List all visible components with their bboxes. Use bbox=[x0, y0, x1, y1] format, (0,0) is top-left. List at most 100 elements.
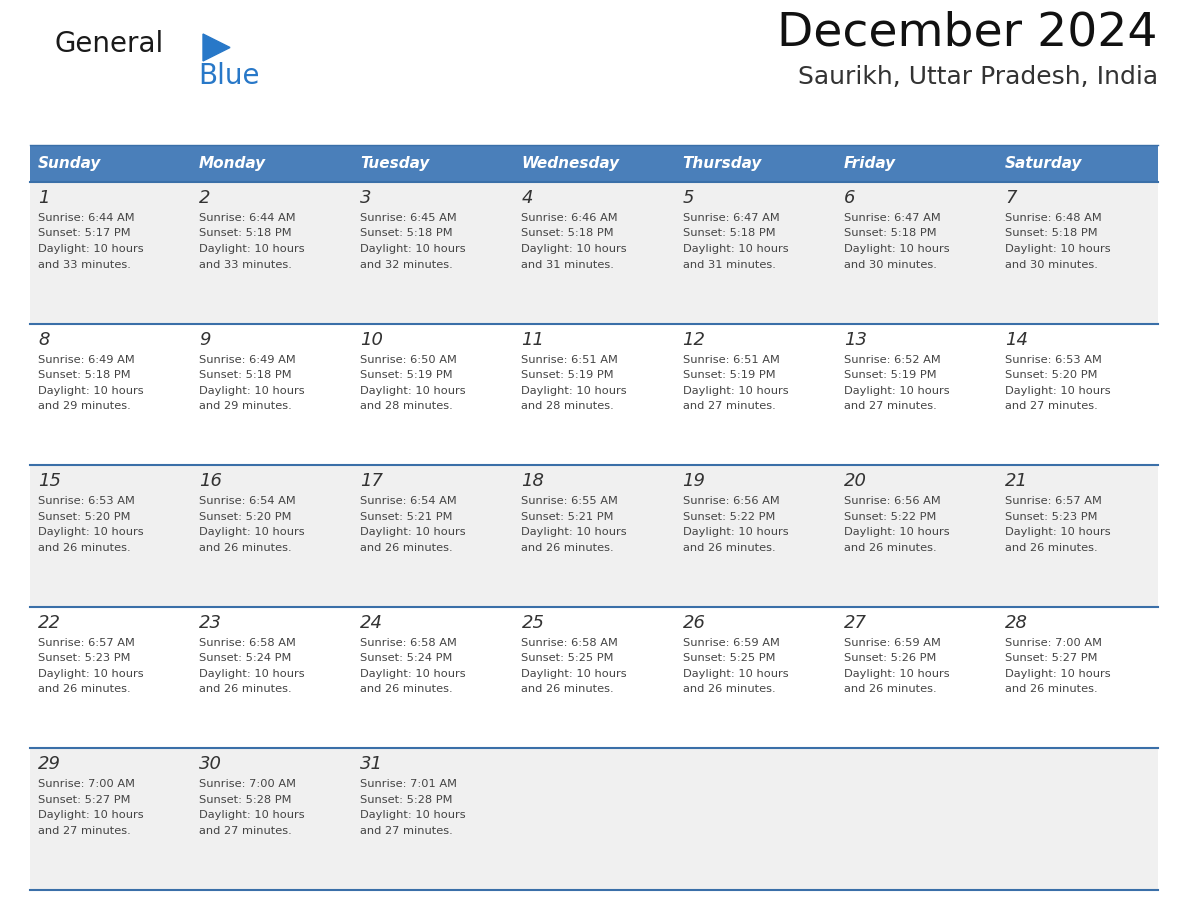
Text: 15: 15 bbox=[38, 472, 61, 490]
Text: and 26 minutes.: and 26 minutes. bbox=[38, 543, 131, 553]
Text: Daylight: 10 hours: Daylight: 10 hours bbox=[38, 386, 144, 396]
Text: Sunset: 5:18 PM: Sunset: 5:18 PM bbox=[683, 229, 776, 239]
Text: Daylight: 10 hours: Daylight: 10 hours bbox=[360, 669, 466, 678]
Text: Sunset: 5:18 PM: Sunset: 5:18 PM bbox=[200, 370, 292, 380]
Text: and 31 minutes.: and 31 minutes. bbox=[683, 260, 776, 270]
Text: Sunrise: 6:56 AM: Sunrise: 6:56 AM bbox=[683, 497, 779, 506]
Text: Sunset: 5:27 PM: Sunset: 5:27 PM bbox=[1005, 654, 1098, 664]
Text: Daylight: 10 hours: Daylight: 10 hours bbox=[38, 527, 144, 537]
Text: Blue: Blue bbox=[198, 62, 259, 90]
Text: Daylight: 10 hours: Daylight: 10 hours bbox=[200, 669, 305, 678]
Text: Sunset: 5:18 PM: Sunset: 5:18 PM bbox=[360, 229, 453, 239]
Text: and 26 minutes.: and 26 minutes. bbox=[1005, 684, 1098, 694]
Text: Sunset: 5:19 PM: Sunset: 5:19 PM bbox=[522, 370, 614, 380]
Text: Sunrise: 6:51 AM: Sunrise: 6:51 AM bbox=[683, 354, 779, 364]
Text: Sunrise: 6:58 AM: Sunrise: 6:58 AM bbox=[360, 638, 457, 648]
Text: 30: 30 bbox=[200, 756, 222, 773]
Text: and 27 minutes.: and 27 minutes. bbox=[1005, 401, 1098, 411]
Text: Daylight: 10 hours: Daylight: 10 hours bbox=[360, 811, 466, 821]
Text: and 33 minutes.: and 33 minutes. bbox=[200, 260, 292, 270]
Text: Sunrise: 6:48 AM: Sunrise: 6:48 AM bbox=[1005, 213, 1101, 223]
Text: Sunrise: 6:44 AM: Sunrise: 6:44 AM bbox=[200, 213, 296, 223]
Text: 29: 29 bbox=[38, 756, 61, 773]
Text: and 27 minutes.: and 27 minutes. bbox=[200, 826, 292, 836]
Text: Sunset: 5:18 PM: Sunset: 5:18 PM bbox=[200, 229, 292, 239]
Text: Thursday: Thursday bbox=[683, 156, 762, 171]
Text: Sunrise: 6:46 AM: Sunrise: 6:46 AM bbox=[522, 213, 618, 223]
Text: Sunset: 5:18 PM: Sunset: 5:18 PM bbox=[1005, 229, 1098, 239]
Text: Sunrise: 6:51 AM: Sunrise: 6:51 AM bbox=[522, 354, 618, 364]
Text: 25: 25 bbox=[522, 614, 544, 632]
Text: Sunset: 5:21 PM: Sunset: 5:21 PM bbox=[360, 511, 453, 521]
Text: Sunset: 5:24 PM: Sunset: 5:24 PM bbox=[360, 654, 453, 664]
Text: Sunrise: 6:50 AM: Sunrise: 6:50 AM bbox=[360, 354, 457, 364]
Text: and 26 minutes.: and 26 minutes. bbox=[360, 684, 453, 694]
Text: 17: 17 bbox=[360, 472, 384, 490]
Text: Daylight: 10 hours: Daylight: 10 hours bbox=[683, 386, 788, 396]
Text: 23: 23 bbox=[200, 614, 222, 632]
Text: Sunset: 5:25 PM: Sunset: 5:25 PM bbox=[683, 654, 775, 664]
Text: Friday: Friday bbox=[843, 156, 896, 171]
Text: Sunset: 5:20 PM: Sunset: 5:20 PM bbox=[200, 511, 291, 521]
Text: and 27 minutes.: and 27 minutes. bbox=[843, 401, 936, 411]
Text: 18: 18 bbox=[522, 472, 544, 490]
Text: 1: 1 bbox=[38, 189, 50, 207]
Text: and 26 minutes.: and 26 minutes. bbox=[843, 543, 936, 553]
Text: and 28 minutes.: and 28 minutes. bbox=[522, 401, 614, 411]
Text: Daylight: 10 hours: Daylight: 10 hours bbox=[1005, 386, 1111, 396]
Text: Wednesday: Wednesday bbox=[522, 156, 620, 171]
FancyBboxPatch shape bbox=[30, 607, 1158, 748]
Text: and 27 minutes.: and 27 minutes. bbox=[360, 826, 453, 836]
Text: Sunset: 5:19 PM: Sunset: 5:19 PM bbox=[843, 370, 936, 380]
Text: Sunrise: 6:55 AM: Sunrise: 6:55 AM bbox=[522, 497, 618, 506]
Text: Sunrise: 6:45 AM: Sunrise: 6:45 AM bbox=[360, 213, 457, 223]
Text: Sunset: 5:18 PM: Sunset: 5:18 PM bbox=[38, 370, 131, 380]
Text: 8: 8 bbox=[38, 330, 50, 349]
Text: and 29 minutes.: and 29 minutes. bbox=[38, 401, 131, 411]
Text: 24: 24 bbox=[360, 614, 384, 632]
Text: Daylight: 10 hours: Daylight: 10 hours bbox=[360, 527, 466, 537]
Text: Sunrise: 6:54 AM: Sunrise: 6:54 AM bbox=[360, 497, 457, 506]
Text: and 30 minutes.: and 30 minutes. bbox=[1005, 260, 1098, 270]
Text: 31: 31 bbox=[360, 756, 384, 773]
Text: Sunrise: 6:53 AM: Sunrise: 6:53 AM bbox=[1005, 354, 1101, 364]
Text: Daylight: 10 hours: Daylight: 10 hours bbox=[38, 244, 144, 254]
Text: 6: 6 bbox=[843, 189, 855, 207]
Text: Sunrise: 6:58 AM: Sunrise: 6:58 AM bbox=[200, 638, 296, 648]
Text: 26: 26 bbox=[683, 614, 706, 632]
Text: Sunrise: 6:49 AM: Sunrise: 6:49 AM bbox=[200, 354, 296, 364]
Text: and 26 minutes.: and 26 minutes. bbox=[843, 684, 936, 694]
Text: Sunset: 5:28 PM: Sunset: 5:28 PM bbox=[200, 795, 291, 805]
Text: 12: 12 bbox=[683, 330, 706, 349]
Text: Sunrise: 6:52 AM: Sunrise: 6:52 AM bbox=[843, 354, 941, 364]
Text: 4: 4 bbox=[522, 189, 533, 207]
Text: Sunset: 5:22 PM: Sunset: 5:22 PM bbox=[843, 511, 936, 521]
Text: Sunset: 5:18 PM: Sunset: 5:18 PM bbox=[843, 229, 936, 239]
Text: 5: 5 bbox=[683, 189, 694, 207]
Text: 9: 9 bbox=[200, 330, 210, 349]
Text: 7: 7 bbox=[1005, 189, 1017, 207]
Text: 28: 28 bbox=[1005, 614, 1028, 632]
Text: Daylight: 10 hours: Daylight: 10 hours bbox=[522, 669, 627, 678]
Text: Daylight: 10 hours: Daylight: 10 hours bbox=[522, 386, 627, 396]
Text: General: General bbox=[55, 30, 164, 58]
Text: Sunrise: 6:56 AM: Sunrise: 6:56 AM bbox=[843, 497, 941, 506]
Text: Sunrise: 6:53 AM: Sunrise: 6:53 AM bbox=[38, 497, 135, 506]
Text: Daylight: 10 hours: Daylight: 10 hours bbox=[843, 386, 949, 396]
Text: Sunset: 5:23 PM: Sunset: 5:23 PM bbox=[1005, 511, 1098, 521]
Text: 22: 22 bbox=[38, 614, 61, 632]
Text: Sunset: 5:25 PM: Sunset: 5:25 PM bbox=[522, 654, 614, 664]
Text: and 33 minutes.: and 33 minutes. bbox=[38, 260, 131, 270]
Text: Daylight: 10 hours: Daylight: 10 hours bbox=[522, 527, 627, 537]
Text: Sunrise: 7:00 AM: Sunrise: 7:00 AM bbox=[200, 779, 296, 789]
Text: Daylight: 10 hours: Daylight: 10 hours bbox=[1005, 527, 1111, 537]
Text: 11: 11 bbox=[522, 330, 544, 349]
Text: 2: 2 bbox=[200, 189, 210, 207]
Text: Sunday: Sunday bbox=[38, 156, 101, 171]
Text: Daylight: 10 hours: Daylight: 10 hours bbox=[200, 244, 305, 254]
Text: Sunset: 5:23 PM: Sunset: 5:23 PM bbox=[38, 654, 131, 664]
Text: Daylight: 10 hours: Daylight: 10 hours bbox=[200, 386, 305, 396]
Text: Daylight: 10 hours: Daylight: 10 hours bbox=[683, 244, 788, 254]
FancyBboxPatch shape bbox=[30, 145, 1158, 182]
Text: and 32 minutes.: and 32 minutes. bbox=[360, 260, 453, 270]
